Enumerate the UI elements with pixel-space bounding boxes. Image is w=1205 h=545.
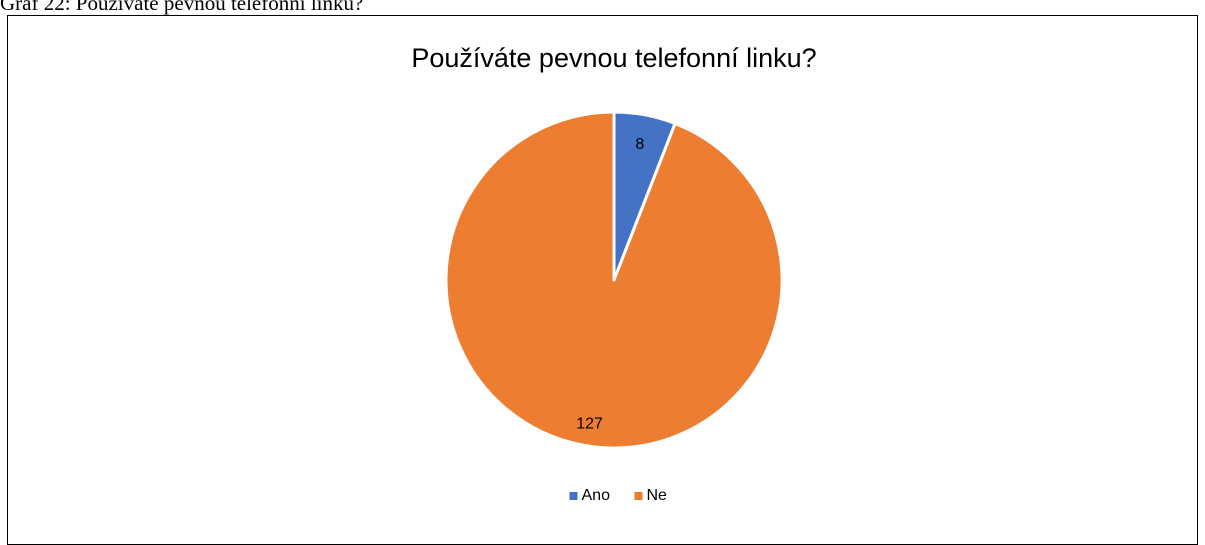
legend-swatch-ano xyxy=(569,492,578,500)
pie-slice-ne xyxy=(444,110,784,450)
pie-slices xyxy=(444,110,784,450)
pie-data-labels: 8 127 xyxy=(576,136,644,432)
chart-title: Používáte pevnou telefonní linku? xyxy=(411,43,816,73)
legend-item-ne: Ne xyxy=(634,487,668,504)
chart-legend: Ano Ne xyxy=(569,487,668,504)
chart-container: Používáte pevnou telefonní linku? 8 127 A… xyxy=(7,15,1198,545)
legend-label-ne: Ne xyxy=(647,487,668,504)
pie-chart: Používáte pevnou telefonní linku? 8 127 A… xyxy=(411,43,816,504)
data-label-ne: 127 xyxy=(576,415,603,432)
figure-caption: Graf 22: Používáte pevnou telefonní link… xyxy=(0,0,364,15)
legend-swatch-ne xyxy=(634,492,643,500)
legend-item-ano: Ano xyxy=(569,487,611,504)
legend-label-ano: Ano xyxy=(582,487,611,504)
data-label-ano: 8 xyxy=(635,136,644,153)
